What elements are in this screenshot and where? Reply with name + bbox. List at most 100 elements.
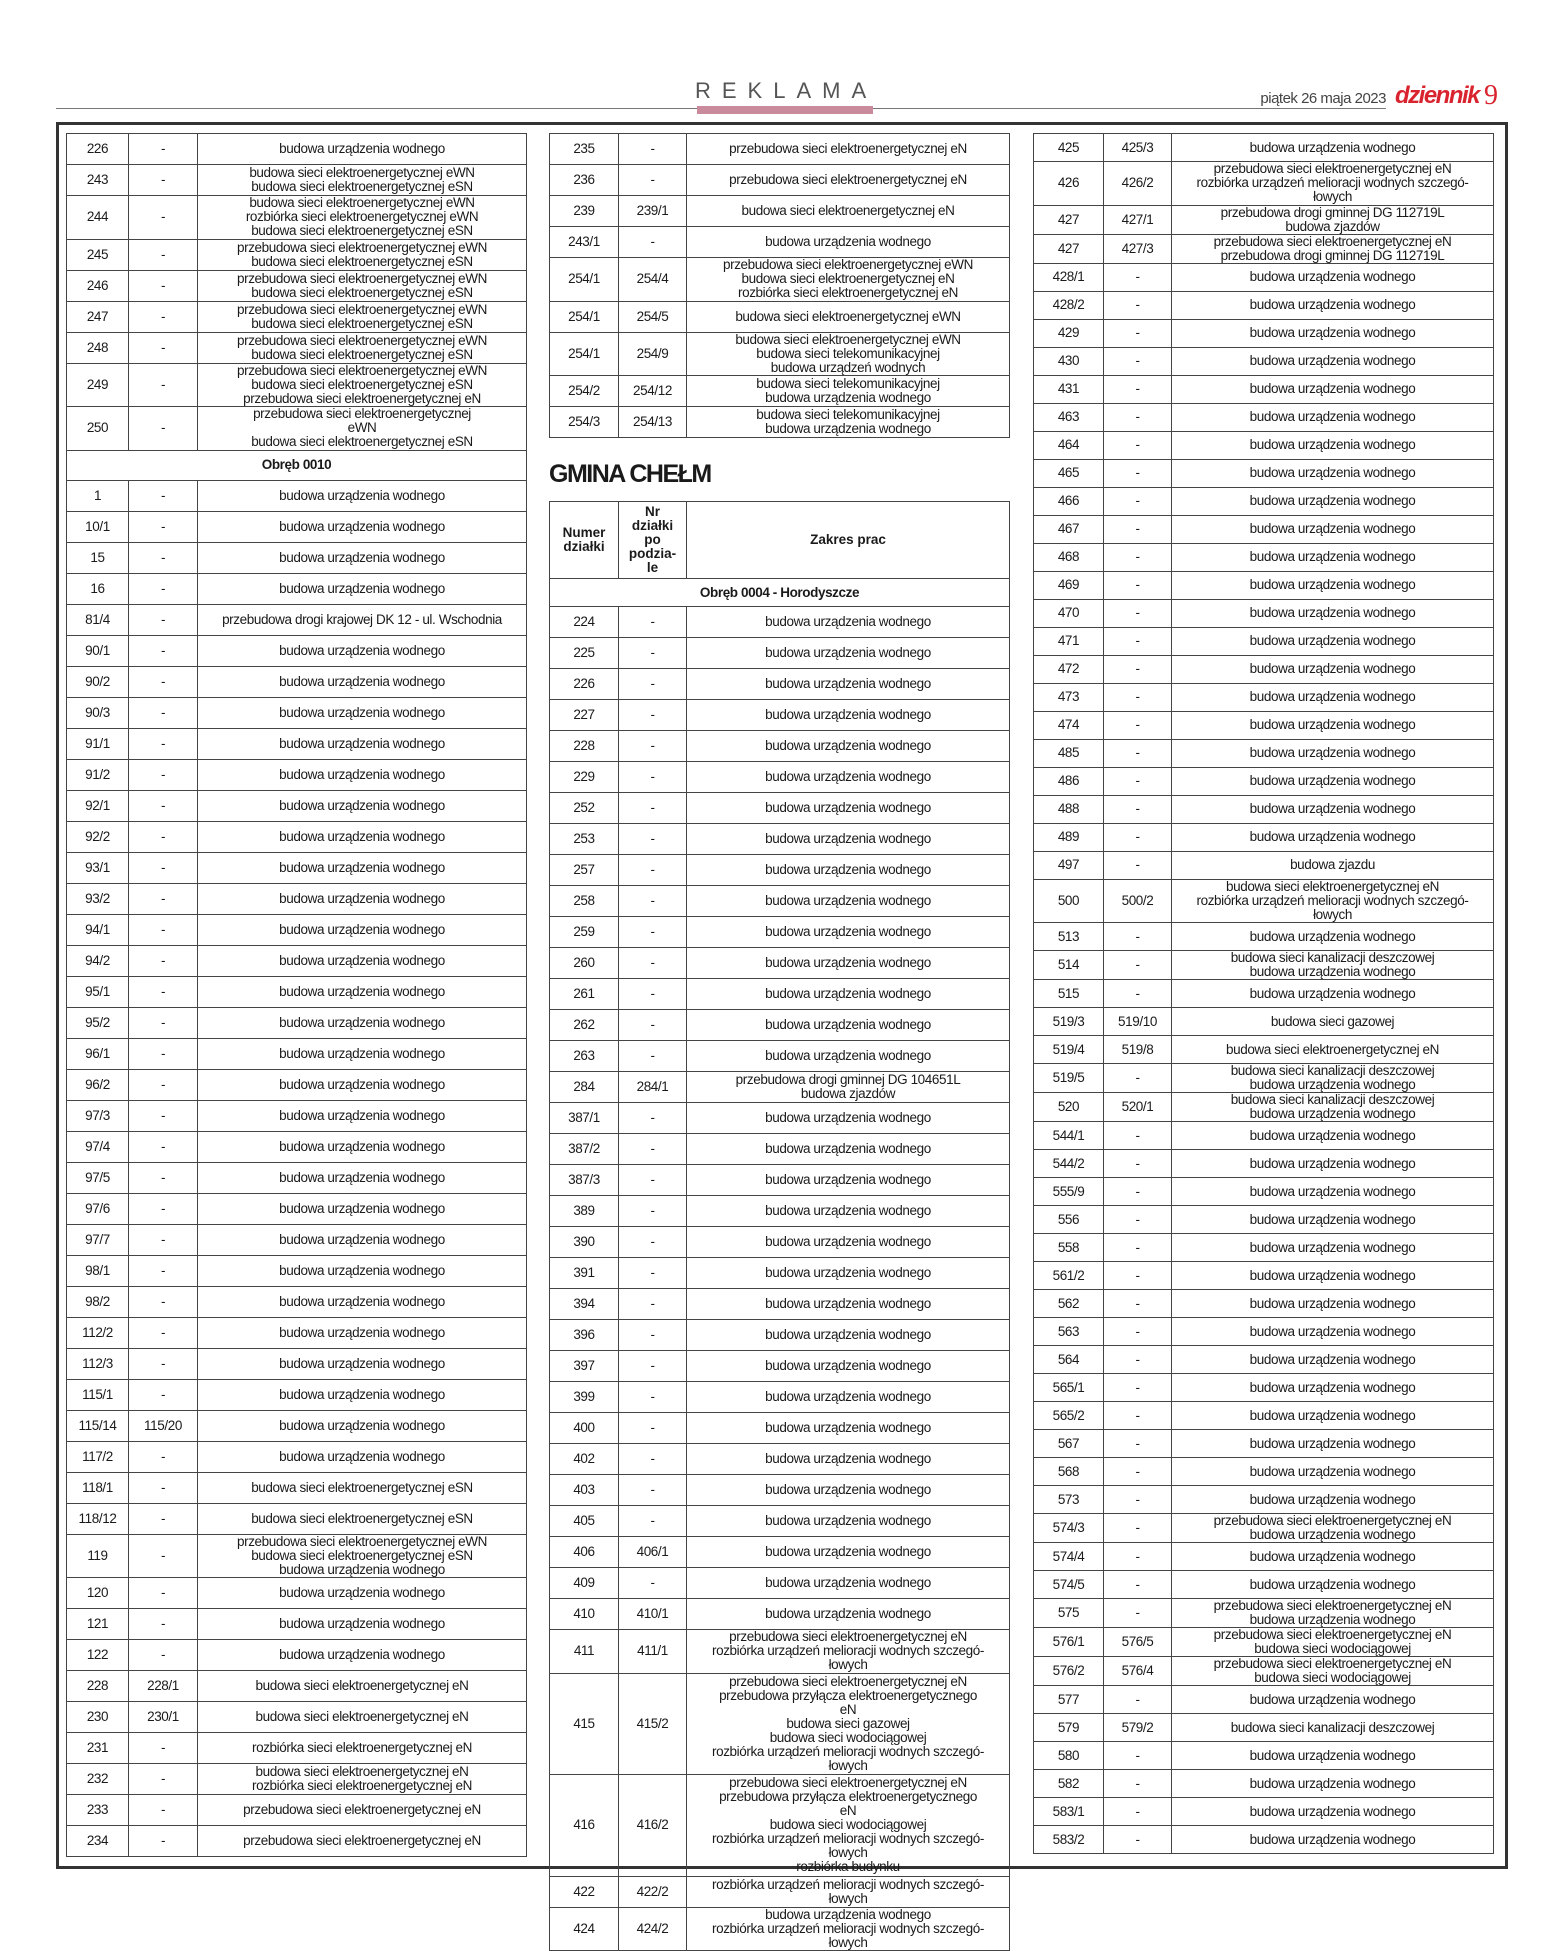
parcel-after-division: - — [1103, 1317, 1172, 1346]
table-header-row: Numer działki Nr działki po podzia- le Zak… — [549, 501, 1010, 579]
parcel-number: 416 — [549, 1774, 619, 1877]
parcel-after-division: - — [128, 820, 198, 853]
table-row: 473- budowa urządzenia wodnego — [1033, 682, 1494, 712]
parcel-table: Numer działki Nr działki po podzia- le Zak… — [549, 501, 1010, 1951]
table-row: 91/1- budowa urządzenia wodnego — [66, 727, 527, 760]
table-row: 406 406/1 budowa urządzenia wodnego — [549, 1536, 1010, 1568]
parcel-number: 563 — [1033, 1317, 1104, 1346]
work-scope: budowa urządzenia wodnego — [686, 947, 1010, 979]
parcel-after-division: - — [128, 1378, 198, 1411]
parcel-number: 427 — [1033, 204, 1104, 235]
parcel-number: 97/4 — [66, 1130, 129, 1163]
parcel-number: 411 — [549, 1629, 619, 1674]
parcel-number: 98/1 — [66, 1254, 129, 1287]
table-row: 254/1 254/5 budowa sieci elektroenergetycz… — [549, 300, 1010, 333]
table-row: 92/2- budowa urządzenia wodnego — [66, 820, 527, 853]
parcel-number: 224 — [549, 606, 619, 638]
parcel-after-division: - — [128, 696, 198, 729]
parcel-after-division: - — [1103, 1685, 1172, 1714]
work-scope: budowa urządzenia wodnego — [1171, 1233, 1494, 1262]
parcel-after-division: - — [618, 1567, 687, 1599]
parcel-after-division: - — [128, 603, 198, 636]
parcel-number: 227 — [549, 699, 619, 731]
parcel-after-division: - — [128, 1440, 198, 1473]
parcel-after-division: 426/2 — [1103, 161, 1172, 206]
parcel-number: 396 — [549, 1319, 619, 1351]
work-scope: budowa urządzenia wodnego — [686, 1164, 1010, 1196]
parcel-after-division: - — [1103, 402, 1172, 432]
parcel-after-division: - — [1103, 1177, 1172, 1206]
work-scope: budowa sieci elektroenergetycznej eN roz… — [1171, 878, 1494, 923]
parcel-number: 497 — [1033, 850, 1104, 880]
parcel-number: 121 — [66, 1608, 129, 1640]
parcel-number: 244 — [66, 195, 129, 240]
parcel-after-division: - — [1103, 318, 1172, 348]
table-row: 467- budowa urządzenia wodnego — [1033, 514, 1494, 544]
parcel-after-division: - — [618, 823, 687, 855]
table-row: 431- budowa urządzenia wodnego — [1033, 374, 1494, 404]
parcel-after-division: 422/2 — [618, 1875, 687, 1908]
table-row: 470- budowa urządzenia wodnego — [1033, 598, 1494, 628]
work-scope: budowa urządzenia wodnego — [197, 758, 527, 791]
header-zakres: Zakres prac — [686, 501, 1010, 579]
parcel-after-division: - — [618, 792, 687, 824]
work-scope: budowa sieci kanalizacji deszczowej — [1171, 1713, 1494, 1742]
table-row: 389- budowa urządzenia wodnego — [549, 1195, 1010, 1227]
parcel-number: 574/3 — [1033, 1513, 1104, 1543]
work-scope: budowa urządzenia wodnego — [1171, 514, 1494, 544]
parcel-number: 112/2 — [66, 1316, 129, 1349]
parcel-after-division: - — [128, 634, 198, 667]
table-row: 519/4 519/8 budowa sieci elektroenergetycz… — [1033, 1035, 1494, 1064]
section-title: Obręb 0004 - Horodyszcze — [549, 578, 1010, 607]
work-scope: budowa urządzenia wodnego — [197, 1006, 527, 1039]
work-scope: budowa urządzenia wodnego — [1171, 1570, 1494, 1599]
parcel-after-division: - — [128, 1608, 198, 1640]
parcel-after-division: - — [1103, 1345, 1172, 1374]
table-row: 229- budowa urządzenia wodnego — [549, 761, 1010, 793]
table-row: 115/14 115/20 budowa urządzenia wodnego — [66, 1409, 527, 1442]
parcel-after-division: 228/1 — [128, 1670, 198, 1702]
work-scope: budowa sieci elektroenergetycznej eN — [686, 195, 1010, 227]
table-row: 426 426/2 przebudowa sieci elektroenergety… — [1033, 161, 1494, 206]
table-row: 284 284/1 przebudowa drogi gminnej DG 1046… — [549, 1071, 1010, 1103]
parcel-after-division: - — [618, 133, 687, 165]
table-row: 427 427/3 przebudowa sieci elektroenergety… — [1033, 233, 1494, 264]
work-scope: budowa zjazdu — [1171, 850, 1494, 880]
table-row: 246- przebudowa sieci elektroenergetyczne… — [66, 269, 527, 302]
table-row: 92/1- budowa urządzenia wodnego — [66, 789, 527, 822]
table-row: 515- budowa urządzenia wodnego — [1033, 979, 1494, 1008]
table-row: 117/2- budowa urządzenia wodnego — [66, 1440, 527, 1473]
table-row: 262- budowa urządzenia wodnego — [549, 1009, 1010, 1041]
table-row: 466- budowa urządzenia wodnego — [1033, 486, 1494, 516]
parcel-number: 248 — [66, 331, 129, 364]
table-row: 400- budowa urządzenia wodnego — [549, 1412, 1010, 1444]
table-row: 574/3- przebudowa sieci elektroenergetycz… — [1033, 1513, 1494, 1543]
parcel-number: 247 — [66, 300, 129, 333]
parcel-number: 94/2 — [66, 944, 129, 977]
parcel-number: 233 — [66, 1794, 129, 1826]
parcel-number: 391 — [549, 1257, 619, 1289]
work-scope: budowa urządzenia wodnego — [1171, 1289, 1494, 1318]
table-row: 427 427/1 przebudowa drogi gminnej DG 1127… — [1033, 204, 1494, 235]
table-row: 98/1- budowa urządzenia wodnego — [66, 1254, 527, 1287]
table-row: 96/1- budowa urządzenia wodnego — [66, 1037, 527, 1070]
table-row: 387/1- budowa urządzenia wodnego — [549, 1102, 1010, 1134]
parcel-number: 544/1 — [1033, 1121, 1104, 1150]
work-scope: budowa urządzenia wodnego — [1171, 458, 1494, 488]
parcel-number: 92/1 — [66, 789, 129, 822]
table-row: 565/1- budowa urządzenia wodnego — [1033, 1373, 1494, 1402]
work-scope: budowa urządzenia wodnego — [197, 1316, 527, 1349]
work-scope: przebudowa sieci elektroenergetycznej eN — [686, 164, 1010, 196]
table-row: 236- przebudowa sieci elektroenergetyczne… — [549, 164, 1010, 196]
work-scope: rozbiórka urządzeń melioracji wodnych sz… — [686, 1875, 1010, 1908]
table-row: 519/3 519/10 budowa sieci gazowej — [1033, 1007, 1494, 1036]
parcel-table: 425 425/3 budowa urządzenia wodnego 426 426/… — [1033, 133, 1494, 1854]
work-scope: przebudowa sieci elektroenergetycznej eN… — [1171, 1656, 1494, 1686]
parcel-number: 97/6 — [66, 1192, 129, 1225]
parcel-after-division: - — [128, 882, 198, 915]
work-scope: przebudowa sieci elektroenergetycznej eW… — [197, 362, 527, 407]
parcel-after-division: - — [128, 1161, 198, 1194]
parcel-number: 284 — [549, 1071, 619, 1103]
table-row: 429- budowa urządzenia wodnego — [1033, 318, 1494, 348]
work-scope: budowa urządzenia wodnego — [686, 637, 1010, 669]
